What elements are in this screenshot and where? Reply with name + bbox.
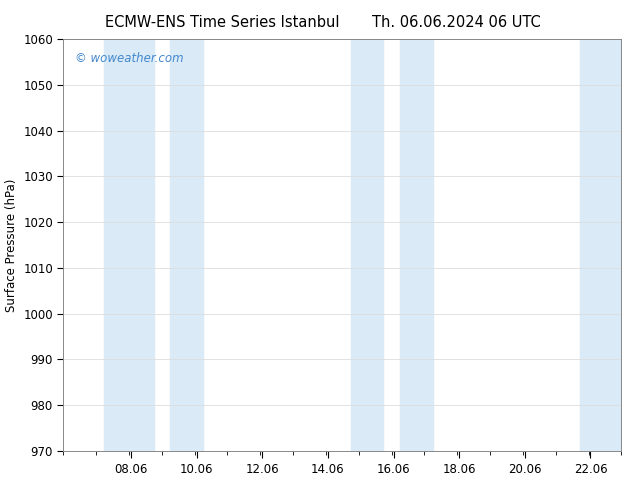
Bar bbox=[580, 39, 634, 451]
Y-axis label: Surface Pressure (hPa): Surface Pressure (hPa) bbox=[4, 178, 18, 312]
Bar bbox=[170, 39, 203, 451]
Bar bbox=[105, 39, 153, 451]
Text: Th. 06.06.2024 06 UTC: Th. 06.06.2024 06 UTC bbox=[372, 15, 541, 30]
Bar bbox=[351, 39, 384, 451]
Text: ECMW-ENS Time Series Istanbul: ECMW-ENS Time Series Istanbul bbox=[105, 15, 339, 30]
Bar bbox=[400, 39, 432, 451]
Text: © woweather.com: © woweather.com bbox=[75, 51, 183, 65]
